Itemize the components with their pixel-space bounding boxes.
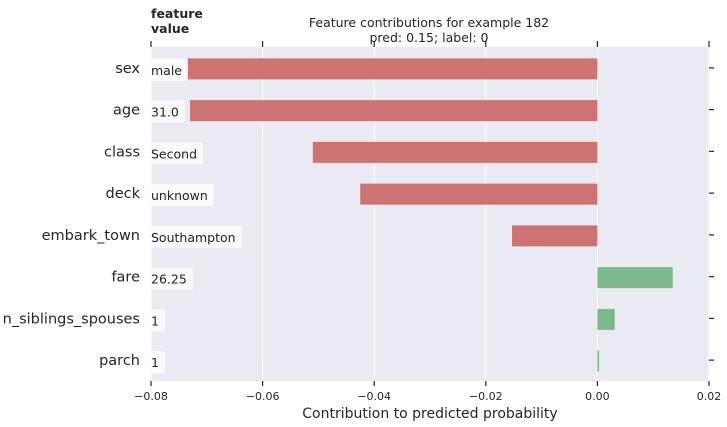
category-label-parch: parch <box>99 353 140 369</box>
feature-value-n_siblings_spouses: 1 <box>149 309 165 332</box>
category-label-sex: sex <box>115 61 140 77</box>
feature-value-box <box>149 58 188 81</box>
feature-value-text: male <box>151 63 182 78</box>
x-tick-label: −0.04 <box>357 390 391 403</box>
x-tick-label: −0.02 <box>469 390 503 403</box>
bar-class <box>312 141 598 163</box>
chart-subtitle: pred: 0.15; label: 0 <box>370 30 489 45</box>
chart-title: Feature contributions for example 182 <box>309 15 549 30</box>
feature-value-class: Second <box>149 142 204 165</box>
feature-value-box <box>149 142 204 165</box>
x-tick-label: −0.06 <box>246 390 280 403</box>
feature-value-sex: male <box>149 58 188 81</box>
feature-value-box <box>149 351 165 374</box>
feature-value-header-line1: feature <box>151 6 203 21</box>
bar-age <box>190 100 598 122</box>
category-label-age: age <box>113 103 140 119</box>
feature-value-parch: 1 <box>149 351 165 374</box>
bar-n_siblings_spouses <box>597 308 615 330</box>
feature-value-text: Second <box>151 146 197 161</box>
feature-value-deck: unknown <box>149 184 214 207</box>
category-label-fare: fare <box>111 270 140 286</box>
feature-value-text: unknown <box>151 188 208 203</box>
bar-embark_town <box>512 225 598 247</box>
feature-value-fare: 26.25 <box>149 267 193 290</box>
feature-value-box <box>149 309 165 332</box>
x-tick-label: 0.02 <box>697 390 722 403</box>
feature-value-text: 31.0 <box>151 105 179 120</box>
feature-value-header-line2: value <box>151 21 189 36</box>
feature-value-text: 26.25 <box>151 272 187 287</box>
x-tick-label: −0.08 <box>134 390 168 403</box>
bars <box>187 58 673 372</box>
feature-value-box <box>149 100 185 123</box>
x-axis-label: Contribution to predicted probability <box>302 406 557 422</box>
feature-value-box <box>149 225 242 248</box>
feature-value-embark_town: Southampton <box>149 225 242 248</box>
category-label-class: class <box>104 144 140 160</box>
bar-sex <box>187 58 598 80</box>
feature-value-text: Southampton <box>151 230 236 245</box>
category-label-embark_town: embark_town <box>42 228 140 244</box>
feature-values: male 31.0 Second unknown Southampton 26.25 1 1 <box>149 58 242 374</box>
bar-deck <box>360 183 598 205</box>
feature-value-text: 1 <box>151 355 159 370</box>
feature-value-box <box>149 184 214 207</box>
feature-value-text: 1 <box>151 313 159 328</box>
bar-parch <box>597 350 600 372</box>
bar-fare <box>597 267 673 289</box>
category-label-n_siblings_spouses: n_siblings_spouses <box>3 311 140 327</box>
plot-area <box>151 47 709 381</box>
x-tick-label: 0.00 <box>585 390 610 403</box>
category-label-deck: deck <box>106 186 141 202</box>
feature-value-box <box>149 267 193 290</box>
feature-value-age: 31.0 <box>149 100 185 123</box>
x-axis: −0.08 −0.06 −0.04 −0.02 0.00 0.02 <box>134 41 721 403</box>
